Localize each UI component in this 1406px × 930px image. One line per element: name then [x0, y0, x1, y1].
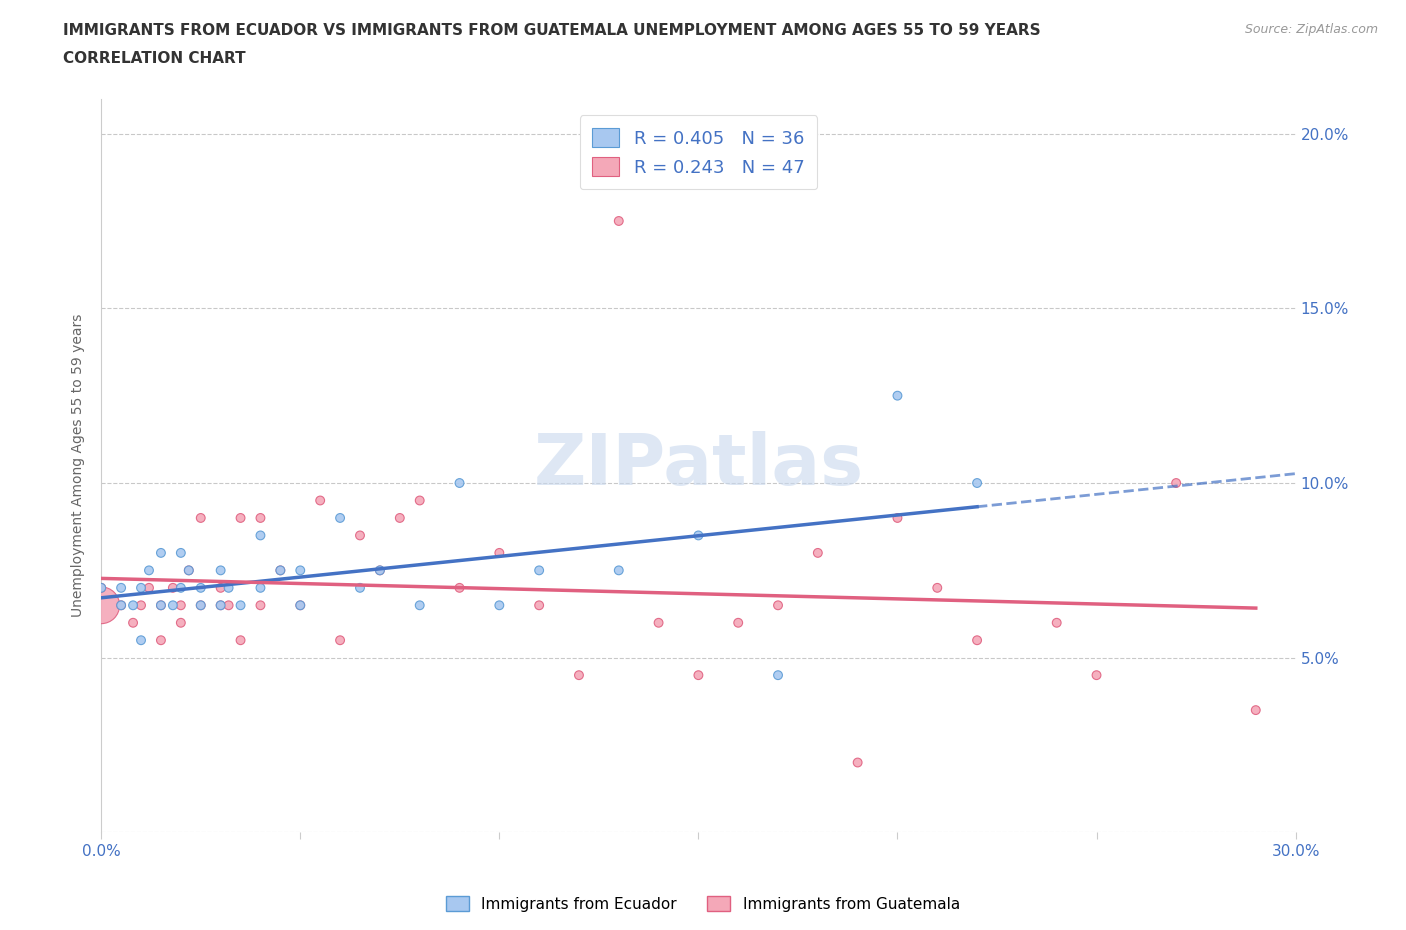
- Point: [249, 580, 271, 595]
- Point: [269, 563, 291, 578]
- Point: [149, 546, 172, 561]
- Point: [886, 388, 908, 403]
- Point: [177, 563, 200, 578]
- Point: [218, 580, 240, 595]
- Point: [1166, 475, 1188, 490]
- Point: [368, 563, 391, 578]
- Point: [1244, 703, 1267, 718]
- Point: [149, 598, 172, 613]
- Point: [249, 511, 271, 525]
- Point: [368, 563, 391, 578]
- Point: [290, 598, 312, 613]
- Point: [170, 546, 193, 561]
- Point: [122, 598, 145, 613]
- Point: [647, 616, 669, 631]
- Point: [170, 598, 193, 613]
- Point: [388, 511, 411, 525]
- Point: [527, 598, 550, 613]
- Y-axis label: Unemployment Among Ages 55 to 59 years: Unemployment Among Ages 55 to 59 years: [72, 313, 86, 618]
- Text: CORRELATION CHART: CORRELATION CHART: [63, 51, 246, 66]
- Point: [349, 528, 371, 543]
- Point: [329, 511, 352, 525]
- Point: [90, 580, 112, 595]
- Point: [409, 598, 432, 613]
- Text: IMMIGRANTS FROM ECUADOR VS IMMIGRANTS FROM GUATEMALA UNEMPLOYMENT AMONG AGES 55 : IMMIGRANTS FROM ECUADOR VS IMMIGRANTS FR…: [63, 23, 1040, 38]
- Point: [209, 598, 232, 613]
- Point: [209, 598, 232, 613]
- Point: [688, 528, 710, 543]
- Point: [607, 214, 630, 229]
- Point: [90, 598, 112, 613]
- Point: [249, 528, 271, 543]
- Point: [449, 475, 471, 490]
- Point: [309, 493, 332, 508]
- Legend: Immigrants from Ecuador, Immigrants from Guatemala: Immigrants from Ecuador, Immigrants from…: [440, 889, 966, 918]
- Point: [229, 511, 252, 525]
- Point: [110, 598, 132, 613]
- Text: ZIPatlas: ZIPatlas: [533, 431, 863, 500]
- Point: [488, 546, 510, 561]
- Point: [290, 563, 312, 578]
- Point: [229, 632, 252, 647]
- Point: [149, 632, 172, 647]
- Point: [122, 616, 145, 631]
- Point: [927, 580, 949, 595]
- Point: [966, 475, 988, 490]
- Point: [766, 668, 789, 683]
- Point: [90, 580, 112, 595]
- Point: [766, 598, 789, 613]
- Point: [229, 598, 252, 613]
- Point: [190, 511, 212, 525]
- Point: [138, 580, 160, 595]
- Point: [177, 563, 200, 578]
- Point: [846, 755, 869, 770]
- Point: [727, 616, 749, 631]
- Point: [170, 580, 193, 595]
- Point: [349, 580, 371, 595]
- Point: [807, 546, 830, 561]
- Point: [249, 598, 271, 613]
- Point: [190, 580, 212, 595]
- Point: [409, 493, 432, 508]
- Point: [209, 580, 232, 595]
- Point: [129, 580, 152, 595]
- Point: [607, 563, 630, 578]
- Point: [290, 598, 312, 613]
- Point: [129, 598, 152, 613]
- Point: [209, 563, 232, 578]
- Legend: R = 0.405   N = 36, R = 0.243   N = 47: R = 0.405 N = 36, R = 0.243 N = 47: [579, 115, 817, 189]
- Point: [162, 580, 184, 595]
- Point: [527, 563, 550, 578]
- Point: [329, 632, 352, 647]
- Point: [269, 563, 291, 578]
- Point: [149, 598, 172, 613]
- Point: [688, 668, 710, 683]
- Point: [110, 580, 132, 595]
- Point: [218, 598, 240, 613]
- Point: [129, 632, 152, 647]
- Point: [488, 598, 510, 613]
- Point: [1085, 668, 1108, 683]
- Point: [966, 632, 988, 647]
- Point: [162, 598, 184, 613]
- Point: [110, 598, 132, 613]
- Point: [190, 598, 212, 613]
- Point: [886, 511, 908, 525]
- Point: [138, 563, 160, 578]
- Point: [449, 580, 471, 595]
- Point: [1046, 616, 1069, 631]
- Point: [190, 598, 212, 613]
- Text: Source: ZipAtlas.com: Source: ZipAtlas.com: [1244, 23, 1378, 36]
- Point: [568, 668, 591, 683]
- Point: [170, 616, 193, 631]
